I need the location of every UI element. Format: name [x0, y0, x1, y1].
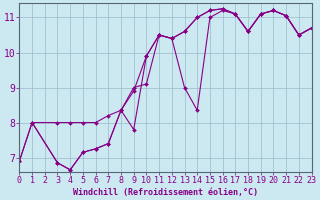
X-axis label: Windchill (Refroidissement éolien,°C): Windchill (Refroidissement éolien,°C) — [73, 188, 258, 197]
